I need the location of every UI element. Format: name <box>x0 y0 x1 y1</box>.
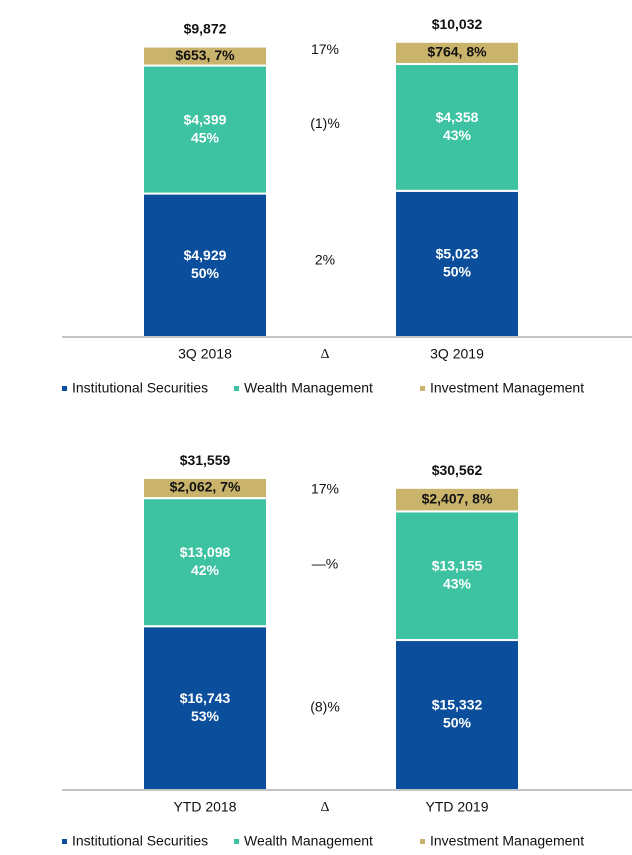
value-label: $4,358 <box>436 109 479 125</box>
total-label: $9,872 <box>184 20 227 36</box>
value-label: $16,743 <box>180 690 231 706</box>
legend-label: Investment Management <box>430 380 584 396</box>
change-label: 2% <box>315 251 335 267</box>
legend-label: Institutional Securities <box>72 833 208 849</box>
percent-label: 50% <box>443 715 472 731</box>
legend-label: Investment Management <box>430 833 584 849</box>
bar-segment <box>394 510 520 642</box>
legend-label: Institutional Securities <box>72 380 208 396</box>
legend-swatch <box>420 839 425 844</box>
value-label: $2,062, 7% <box>170 479 241 495</box>
change-label: 17% <box>311 481 339 497</box>
bar-segment <box>142 497 268 628</box>
value-label: $5,023 <box>436 246 479 262</box>
value-label: $764, 8% <box>427 44 487 60</box>
legend-swatch <box>234 839 239 844</box>
bar-segment <box>142 192 268 338</box>
bar-segment <box>142 476 268 500</box>
percent-label: 43% <box>443 575 472 591</box>
legend-swatch <box>420 386 425 391</box>
bar-segment <box>394 486 520 513</box>
percent-label: 43% <box>443 127 472 143</box>
bar-segment <box>394 189 520 338</box>
change-label: (1)% <box>310 115 340 131</box>
x-tick-label: YTD 2019 <box>425 799 488 815</box>
value-label: $4,399 <box>184 111 227 127</box>
value-label: $653, 7% <box>175 47 235 63</box>
bar-segment <box>394 639 520 791</box>
value-label: $13,098 <box>180 544 231 560</box>
value-label: $2,407, 8% <box>422 490 493 506</box>
bar-segment <box>142 45 268 67</box>
change-label: (8)% <box>310 698 340 714</box>
value-label: $13,155 <box>432 557 483 573</box>
value-label: $15,332 <box>432 697 483 713</box>
total-label: $10,032 <box>432 16 483 32</box>
legend-swatch <box>62 386 67 391</box>
bar-segment <box>394 40 520 66</box>
total-label: $31,559 <box>180 452 231 468</box>
percent-label: 50% <box>191 265 220 281</box>
percent-label: 42% <box>191 562 220 578</box>
change-header: Δ <box>320 800 329 815</box>
change-header: Δ <box>320 347 329 362</box>
percent-label: 45% <box>191 129 220 145</box>
percent-label: 53% <box>191 708 220 724</box>
x-tick-label: YTD 2018 <box>173 799 236 815</box>
change-label: —% <box>312 556 338 572</box>
legend-label: Wealth Management <box>244 833 373 849</box>
change-label: 17% <box>311 41 339 57</box>
bar-segment <box>142 625 268 792</box>
percent-label: 50% <box>443 264 472 280</box>
x-tick-label: 3Q 2018 <box>178 346 232 362</box>
legend-swatch <box>234 386 239 391</box>
legend-label: Wealth Management <box>244 380 373 396</box>
bar-segment <box>394 63 520 192</box>
value-label: $4,929 <box>184 247 227 263</box>
total-label: $30,562 <box>432 462 483 478</box>
x-tick-label: 3Q 2019 <box>430 346 484 362</box>
legend-swatch <box>62 839 67 844</box>
